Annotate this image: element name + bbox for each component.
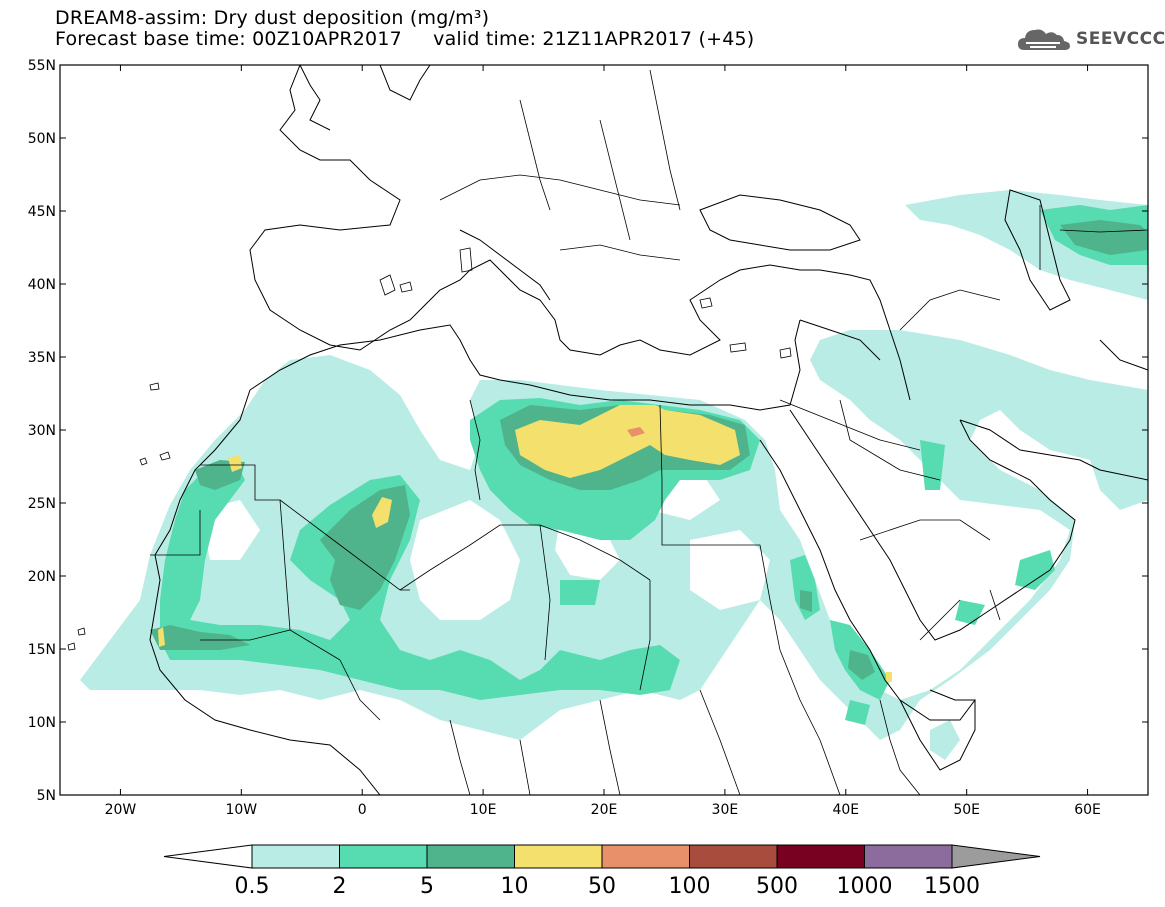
islands <box>67 247 792 651</box>
coastlines <box>149 65 1148 795</box>
lon-tick-label: 10E <box>470 802 497 818</box>
legend-swatch <box>776 844 865 869</box>
base-time-label: Forecast base time: 00Z10APR2017 <box>55 28 402 50</box>
lon-tick-label: 20E <box>591 802 618 818</box>
map-subtitle: Forecast base time: 00Z10APR2017 valid t… <box>55 29 754 49</box>
seevccc-logo: SEEVCCC <box>1016 24 1165 54</box>
lon-tick-label: 20W <box>105 802 137 818</box>
lat-tick-label: 55N <box>28 58 56 74</box>
legend-swatch <box>251 844 340 869</box>
legend-swatch <box>689 844 778 869</box>
country-borders <box>150 69 1148 795</box>
lat-tick-label: 40N <box>28 277 56 293</box>
legend-level-label: 100 <box>669 874 711 899</box>
legend-level-label: 1500 <box>924 874 980 899</box>
legend-swatch <box>864 844 953 869</box>
lat-tick-label: 15N <box>28 642 56 658</box>
lon-tick-label: 50E <box>953 802 980 818</box>
lat-tick-label: 35N <box>28 350 56 366</box>
legend-level-label: 500 <box>756 874 798 899</box>
legend-upper-triangle <box>951 844 1041 869</box>
lat-tick-label: 50N <box>28 131 56 147</box>
legend-level-label: 2 <box>333 874 347 899</box>
legend-level-label: 50 <box>588 874 616 899</box>
lat-tick-label: 10N <box>28 715 56 731</box>
dust-contour-10 <box>158 405 892 682</box>
lat-tick-label: 30N <box>28 423 56 439</box>
lon-tick-label: 0 <box>358 802 367 818</box>
legend-level-label: 1000 <box>837 874 893 899</box>
legend-swatch <box>601 844 690 869</box>
legend-swatch <box>339 844 428 869</box>
dust-contour-50 <box>627 427 645 437</box>
legend-level-label: 0.5 <box>235 874 270 899</box>
legend-lower-triangle <box>163 844 253 869</box>
legend-level-label: 10 <box>501 874 529 899</box>
dust-free-areas <box>200 470 930 620</box>
lat-tick-label: 20N <box>28 569 56 585</box>
lat-tick-label: 25N <box>28 496 56 512</box>
longitude-axis: 20W 10W 0 10E 20E 30E 40E 50E 60E <box>105 65 1101 818</box>
valid-time-label: valid time: 21Z11APR2017 (+45) <box>433 28 755 50</box>
legend-swatch <box>426 844 515 869</box>
cloud-logo-icon <box>1018 29 1070 50</box>
lat-tick-label: 5N <box>37 788 56 804</box>
legend-level-label: 5 <box>420 874 434 899</box>
lon-tick-label: 30E <box>712 802 739 818</box>
map-title: DREAM8-assim: Dry dust deposition (mg/m³… <box>55 7 490 29</box>
lon-tick-label: 40E <box>832 802 859 818</box>
lon-tick-label: 60E <box>1074 802 1101 818</box>
logo-text: SEEVCCC <box>1076 29 1165 49</box>
latitude-axis: 55N 50N 45N 40N 35N 30N 25N 20N 15N 10N 5N <box>28 58 1148 804</box>
lon-tick-label: 10W <box>225 802 257 818</box>
legend-swatch <box>514 844 603 869</box>
color-legend: 0.5 2 5 10 50 100 500 1000 1500 <box>163 844 1041 899</box>
lat-tick-label: 45N <box>28 204 56 220</box>
